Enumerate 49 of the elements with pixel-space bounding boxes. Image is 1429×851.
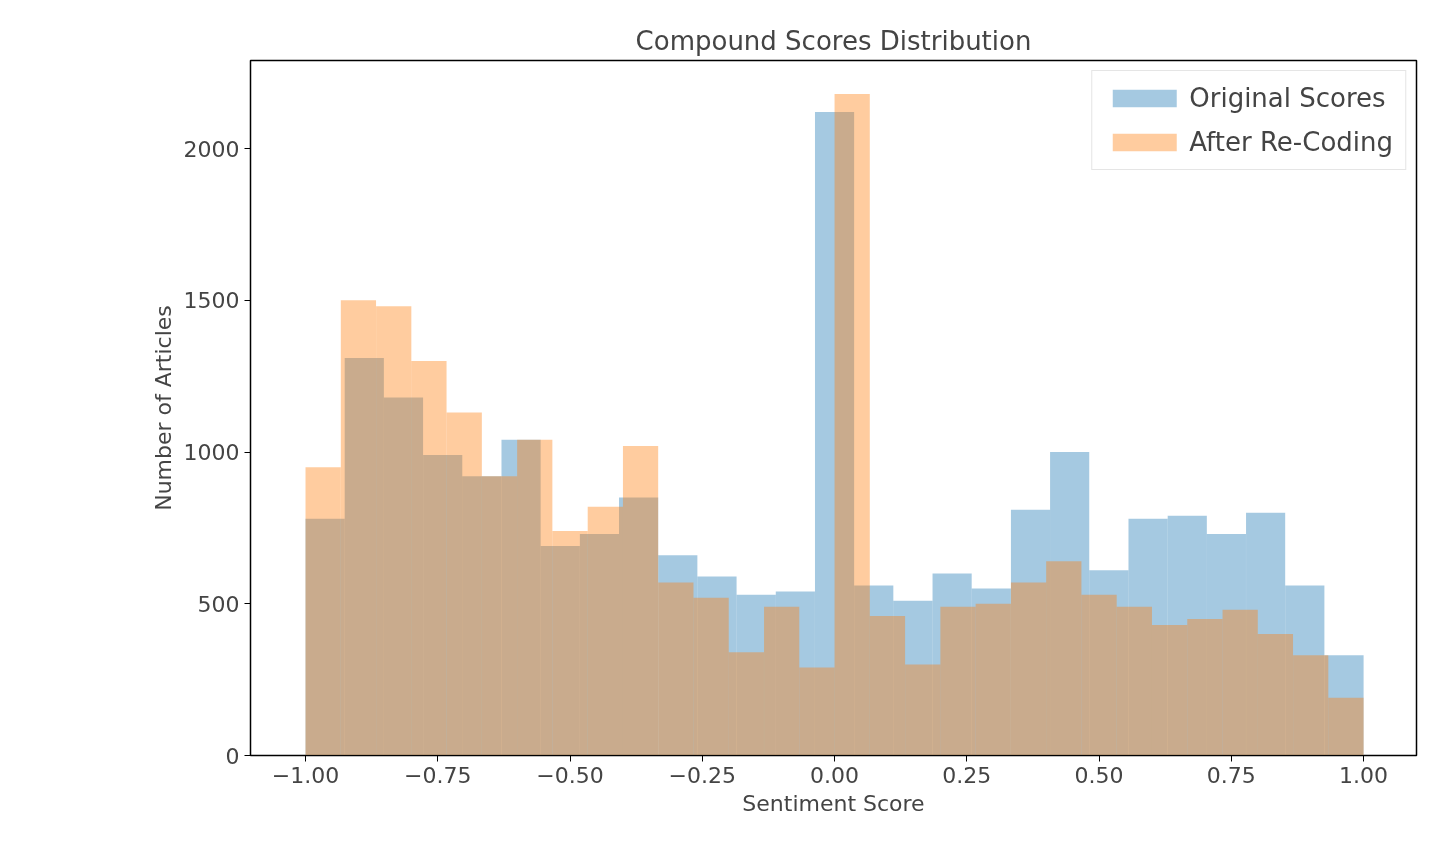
y-axis-title: Number of Articles <box>150 305 176 511</box>
x-tick-label: 0.50 <box>1074 762 1124 788</box>
bar <box>658 582 694 756</box>
bar <box>446 412 482 756</box>
bar <box>1328 697 1364 756</box>
bar <box>376 306 412 756</box>
bar <box>622 445 659 756</box>
bar <box>1293 655 1329 756</box>
bar <box>411 360 447 756</box>
bar <box>799 667 835 756</box>
bar <box>728 652 764 756</box>
bar <box>1222 609 1258 756</box>
bar <box>1151 625 1188 756</box>
bar <box>1046 561 1082 756</box>
x-tick-label: 0.25 <box>942 762 992 788</box>
x-tick-label: 0.75 <box>1206 762 1256 788</box>
bar <box>975 603 1011 756</box>
bar <box>517 439 553 756</box>
y-tick-label: 0 <box>225 743 240 769</box>
bar <box>764 606 800 756</box>
x-tick-label: 0.00 <box>810 762 860 788</box>
bar <box>693 597 729 756</box>
x-tick-label: −0.75 <box>404 762 472 788</box>
bar <box>340 300 377 756</box>
chart-title: Compound Scores Distribution <box>635 25 1032 56</box>
bar <box>1081 594 1117 756</box>
y-tick-label: 500 <box>197 591 240 617</box>
legend-label: Original Scores <box>1189 83 1386 113</box>
bar <box>481 476 518 756</box>
legend-label: After Re-Coding <box>1189 127 1393 157</box>
bar <box>1116 606 1152 756</box>
bar <box>905 664 941 756</box>
x-axis-title: Sentiment Score <box>742 790 925 816</box>
x-tick-label: −0.50 <box>536 762 604 788</box>
bar <box>587 506 623 756</box>
bar <box>552 530 588 756</box>
bar <box>1010 582 1047 756</box>
bar <box>869 615 906 756</box>
y-tick-label: 1500 <box>183 288 240 314</box>
y-tick-label: 2000 <box>183 136 240 162</box>
x-tick-label: −1.00 <box>271 762 340 788</box>
bar <box>305 467 341 756</box>
bar <box>834 93 870 756</box>
x-tick-label: −0.25 <box>668 762 737 788</box>
y-tick-label: 1000 <box>183 440 240 466</box>
x-tick-label: 1.00 <box>1339 762 1389 788</box>
bar <box>1257 634 1294 756</box>
bar <box>1187 618 1223 756</box>
bar <box>940 606 976 756</box>
